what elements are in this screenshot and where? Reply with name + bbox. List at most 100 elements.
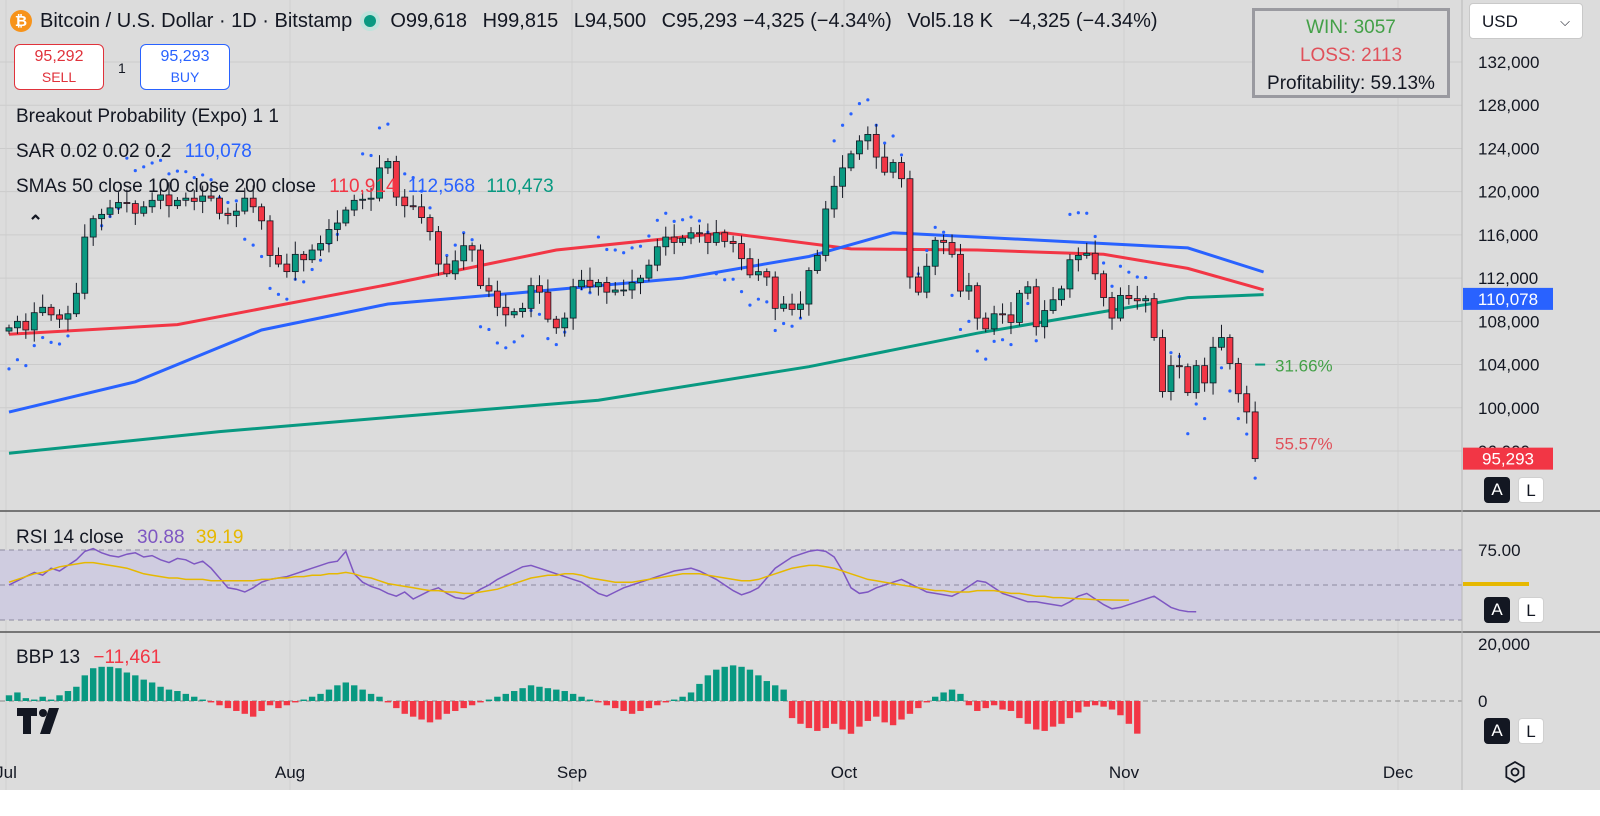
candle-body (477, 249, 484, 287)
bbp-tick-label: 20,000 (1478, 635, 1530, 654)
bbp-bar (1049, 701, 1057, 727)
buy-price: 95,293 (160, 48, 210, 65)
candle-body (645, 264, 653, 279)
bbp-bar (334, 685, 341, 701)
candle-body (241, 197, 249, 212)
log-scale-button-bbp[interactable]: L (1518, 718, 1544, 744)
sar-dot (1194, 402, 1198, 406)
sar-dot (756, 297, 760, 301)
candle-body (258, 206, 266, 222)
rsi-label: RSI 14 close (16, 527, 124, 548)
candle-body (603, 282, 611, 293)
last-price-tag-text: 95,293 (1482, 450, 1534, 469)
bbp-bar (90, 668, 97, 701)
bbp-bar (14, 692, 21, 701)
bbp-bar (645, 701, 653, 709)
sar-legend[interactable]: SAR 0.02 0.02 0.2 110,078 (16, 141, 252, 163)
candle-body (847, 153, 855, 169)
candle-body (1159, 337, 1166, 392)
sar-dot (32, 344, 36, 348)
bbp-bar (738, 666, 745, 701)
candle-body (881, 156, 889, 173)
candle-body (1032, 286, 1040, 328)
sar-dot (664, 211, 668, 215)
candle-body (780, 303, 788, 309)
order-quantity[interactable]: 1 (118, 60, 126, 76)
sar-dot (681, 218, 685, 222)
y-tick-label: 108,000 (1478, 312, 1539, 331)
sar-dot (992, 339, 996, 343)
candle-body (973, 285, 981, 319)
candle-body (1243, 393, 1251, 413)
candle-body (190, 197, 198, 202)
bbp-bar (241, 701, 248, 714)
currency-select[interactable]: USD ⌵ (1469, 3, 1583, 39)
sar-dot (1076, 211, 1080, 215)
bbp-bar (140, 679, 147, 701)
sar-dot (1236, 416, 1240, 421)
bbp-bar (1083, 701, 1090, 707)
candle-body (1108, 297, 1116, 319)
x-tick-label: Jul (0, 763, 17, 782)
bbp-bar (1075, 701, 1082, 713)
sar-dot (209, 178, 213, 182)
bbp-bar (460, 701, 467, 709)
auto-scale-button-rsi[interactable]: A (1484, 597, 1510, 623)
auto-scale-button-main[interactable]: A (1484, 477, 1510, 503)
buy-button[interactable]: 95,293 BUY (140, 44, 230, 90)
bbp-bar (443, 701, 451, 714)
candle-body (216, 197, 223, 214)
log-scale-button-rsi[interactable]: L (1518, 597, 1544, 623)
candle-body (199, 195, 207, 202)
sar-dot (310, 267, 314, 272)
bbp-bar (704, 675, 712, 701)
settings-gear-icon[interactable] (1503, 760, 1527, 784)
candle-body (1091, 252, 1099, 275)
bbp-bar (721, 666, 728, 701)
candle-body (1142, 298, 1150, 302)
breakout-legend[interactable]: Breakout Probability (Expo) 1 1 (16, 106, 279, 128)
bbp-value: −11,461 (93, 647, 162, 668)
candle-body (376, 167, 383, 199)
collapse-legend-icon[interactable]: ⌃ (28, 212, 44, 232)
sar-dot (470, 238, 474, 242)
sar-dot (1102, 261, 1106, 265)
bbp-bar (1058, 701, 1065, 724)
bbp-bar (713, 669, 720, 701)
candle-body (502, 306, 510, 316)
rsi-tick-label: 75.00 (1478, 541, 1521, 560)
bbp-bar (1007, 701, 1015, 711)
candle-body (1074, 255, 1082, 261)
candle-body (56, 314, 63, 320)
x-tick-label: Oct (831, 763, 858, 782)
sar-dot (655, 218, 659, 222)
symbol-title[interactable]: Bitcoin / U.S. Dollar · 1D · Bitstamp (40, 9, 353, 32)
sar-dot (866, 98, 870, 102)
bbp-legend[interactable]: BBP 13 −11,461 (16, 647, 161, 669)
sar-dot (1085, 211, 1089, 215)
candle-body (81, 236, 89, 294)
bbp-bar (847, 701, 855, 734)
open-value: O99,618 (390, 9, 468, 32)
sar-dot (411, 176, 415, 180)
candle-body (586, 279, 594, 288)
sar-dot (605, 247, 609, 252)
tradingview-logo-icon[interactable] (17, 708, 67, 734)
sar-dot (428, 206, 432, 210)
rsi-legend[interactable]: RSI 14 close 30.88 39.19 (16, 527, 243, 549)
bbp-bar (797, 701, 804, 724)
y-tick-label: 120,000 (1478, 183, 1539, 202)
candle-body (308, 249, 316, 261)
bbp-bar (915, 701, 922, 709)
bbp-bar (1091, 701, 1099, 706)
candle-body (527, 285, 535, 309)
candle-body (350, 199, 358, 211)
sma-legend[interactable]: SMAs 50 close 100 close 200 close 110,91… (16, 176, 554, 198)
sar-dot (66, 334, 70, 338)
sell-button[interactable]: 95,292 SELL (14, 44, 104, 90)
log-scale-button-main[interactable]: L (1518, 477, 1544, 503)
candle-body (552, 318, 560, 329)
candle-body (333, 222, 341, 230)
auto-scale-button-bbp[interactable]: A (1484, 718, 1510, 744)
